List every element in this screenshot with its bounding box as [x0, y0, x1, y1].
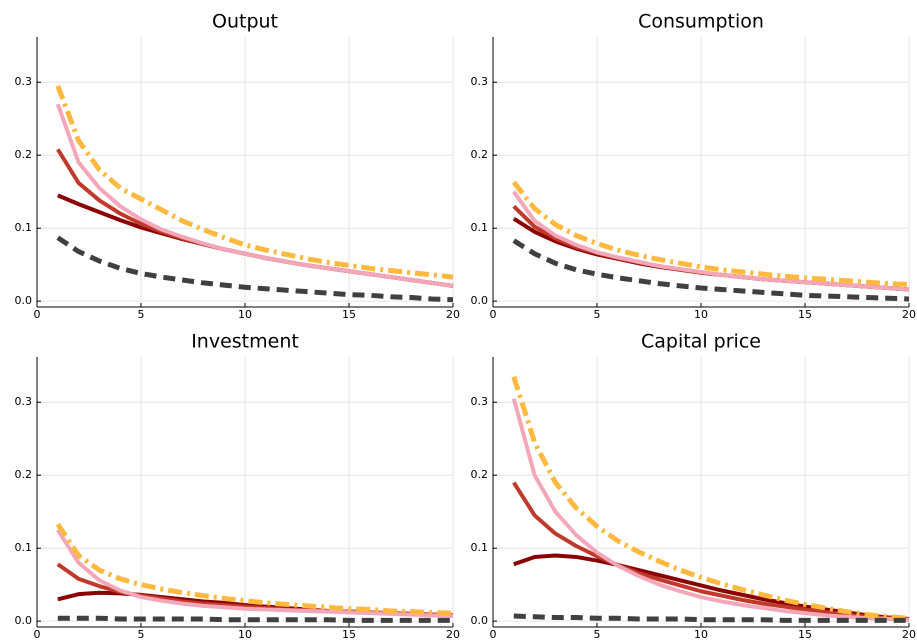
- series-line: [511, 375, 910, 621]
- x-tick-label: 0: [490, 628, 497, 641]
- series-line: [512, 481, 910, 622]
- y-tick-label: 0.0: [15, 294, 33, 307]
- y-tick-label: 0.3: [471, 75, 489, 88]
- x-tick-label: 15: [342, 308, 356, 321]
- x-tick-label: 5: [594, 628, 601, 641]
- x-tick-label: 20: [446, 628, 460, 641]
- x-tick-label: 0: [34, 308, 41, 321]
- subplot-title: Investment: [191, 331, 299, 353]
- y-tick-label: 0.2: [15, 148, 33, 161]
- x-tick-label: 5: [138, 308, 145, 321]
- series-line: [513, 613, 909, 623]
- y-tick-label: 0.3: [15, 75, 33, 88]
- x-tick-label: 15: [798, 628, 812, 641]
- x-tick-label: 20: [902, 308, 916, 321]
- y-tick-label: 0.1: [471, 221, 489, 234]
- x-tick-label: 15: [342, 628, 356, 641]
- x-tick-label: 5: [594, 308, 601, 321]
- y-tick-label: 0.2: [15, 468, 33, 481]
- subplot-title: Output: [212, 11, 278, 33]
- y-tick-label: 0.1: [471, 541, 489, 554]
- series-line: [56, 528, 454, 619]
- series-line: [55, 522, 454, 616]
- x-tick-label: 10: [694, 308, 708, 321]
- y-tick-label: 0.3: [471, 395, 489, 408]
- series-line: [512, 204, 910, 292]
- subplot-title: Capital price: [641, 331, 761, 353]
- x-tick-label: 20: [902, 628, 916, 641]
- y-tick-label: 0.1: [15, 221, 33, 234]
- series-line: [511, 398, 910, 622]
- x-tick-label: 10: [694, 628, 708, 641]
- y-tick-label: 0.2: [471, 468, 489, 481]
- series-line: [55, 85, 454, 280]
- series-line: [511, 180, 910, 287]
- x-tick-label: 10: [238, 308, 252, 321]
- y-tick-label: 0.1: [15, 541, 33, 554]
- y-tick-label: 0.0: [471, 294, 489, 307]
- x-tick-label: 0: [34, 628, 41, 641]
- x-tick-label: 15: [798, 308, 812, 321]
- series-line: [512, 190, 910, 292]
- y-tick-label: 0.3: [15, 395, 33, 408]
- x-tick-label: 10: [238, 628, 252, 641]
- subplot-title: Consumption: [638, 11, 764, 33]
- y-tick-label: 0.0: [15, 614, 33, 627]
- series-line: [513, 553, 910, 621]
- x-tick-label: 5: [138, 628, 145, 641]
- y-tick-label: 0.0: [471, 614, 489, 627]
- x-tick-label: 20: [446, 308, 460, 321]
- series-line: [57, 615, 453, 623]
- series-line: [55, 103, 454, 288]
- y-tick-label: 0.2: [471, 148, 489, 161]
- x-tick-label: 0: [490, 308, 497, 321]
